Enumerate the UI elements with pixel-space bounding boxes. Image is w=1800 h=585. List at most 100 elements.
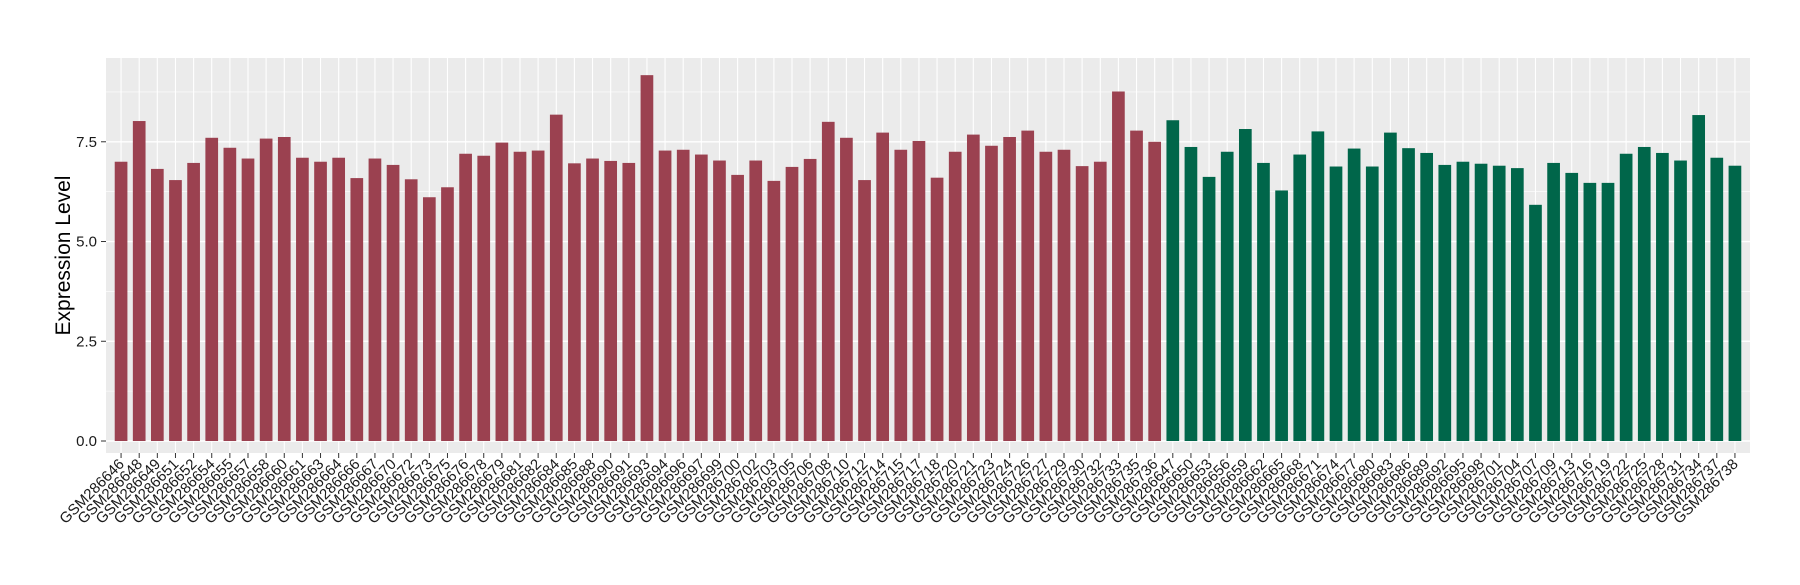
bar-gsm286702 — [749, 160, 763, 441]
bar-gsm286657 — [241, 158, 255, 441]
bar-gsm286700 — [731, 174, 744, 442]
bar-gsm286651 — [169, 180, 182, 442]
bar-gsm286724 — [1003, 136, 1016, 441]
bar-gsm286734 — [1692, 115, 1706, 442]
bar-gsm286721 — [966, 134, 980, 441]
bar-gsm286718 — [930, 177, 944, 441]
bar-gsm286709 — [1547, 162, 1560, 442]
bar-gsm286686 — [1402, 148, 1415, 441]
bar-gsm286696 — [676, 149, 690, 441]
bar-gsm286701 — [1492, 165, 1506, 441]
bar-gsm286654 — [205, 137, 219, 441]
bar-gsm286667 — [368, 158, 382, 441]
bar-gsm286692 — [1438, 164, 1452, 441]
bar-gsm286672 — [404, 179, 418, 442]
bar-gsm286726 — [1021, 130, 1035, 441]
bar-gsm286722 — [1619, 153, 1633, 441]
bar-gsm286688 — [586, 158, 599, 441]
bar-gsm286668 — [1293, 154, 1307, 441]
y-tick-label: 0.0 — [76, 433, 97, 450]
bar-gsm286715 — [894, 149, 908, 441]
bar-gsm286691 — [622, 162, 636, 442]
bar-gsm286706 — [803, 158, 817, 441]
bar-gsm286737 — [1710, 157, 1724, 442]
bar-gsm286682 — [531, 150, 545, 441]
bar-gsm286662 — [1257, 162, 1270, 442]
bar-gsm286652 — [187, 162, 200, 442]
bar-gsm286720 — [948, 151, 962, 442]
bar-gsm286712 — [858, 180, 871, 442]
y-axis-title: Expression Level — [52, 176, 75, 336]
bar-gsm286694 — [658, 150, 672, 441]
bar-gsm286710 — [840, 137, 853, 441]
bar-gsm286678 — [477, 155, 491, 441]
bar-gsm286727 — [1039, 151, 1053, 442]
y-tick-label: 7.5 — [76, 134, 97, 151]
bar-gsm286699 — [713, 160, 726, 441]
bar-gsm286656 — [1220, 151, 1234, 442]
bar-gsm286703 — [767, 180, 781, 442]
bar-gsm286713 — [1565, 172, 1579, 441]
bar-gsm286707 — [1529, 204, 1542, 441]
bar-gsm286653 — [1202, 176, 1216, 441]
bar-gsm286693 — [640, 75, 654, 441]
bar-gsm286731 — [1674, 160, 1687, 441]
bar-gsm286671 — [1311, 131, 1325, 442]
bar-gsm286664 — [332, 157, 346, 442]
bar-gsm286679 — [495, 142, 509, 441]
bar-gsm286649 — [150, 168, 164, 442]
bar-gsm286685 — [568, 163, 581, 441]
bar-gsm286675 — [441, 187, 454, 441]
bar-gsm286658 — [259, 138, 273, 441]
y-tick-label: 5.0 — [76, 234, 97, 251]
bar-gsm286647 — [1166, 120, 1180, 442]
bar-gsm286689 — [1420, 152, 1434, 441]
bar-gsm286661 — [296, 157, 309, 442]
bar-gsm286728 — [1656, 152, 1669, 441]
bar-gsm286659 — [1238, 129, 1252, 441]
bar-gsm286655 — [223, 147, 237, 441]
bar-gsm286670 — [386, 164, 400, 441]
bar-gsm286690 — [604, 160, 618, 441]
y-tick-label: 2.5 — [76, 333, 97, 350]
bar-gsm286680 — [1365, 166, 1379, 441]
bar-gsm286648 — [132, 121, 146, 442]
bar-gsm286716 — [1583, 182, 1597, 441]
x-axis: GSM286646GSM286648GSM286649GSM286651GSM2… — [56, 453, 1742, 527]
bar-gsm286698 — [1474, 163, 1488, 442]
bar-gsm286676 — [459, 153, 472, 441]
bar-gsm286725 — [1637, 146, 1651, 441]
bar-gsm286666 — [350, 178, 364, 441]
bar-gsm286705 — [785, 166, 799, 441]
bar-gsm286660 — [277, 136, 291, 441]
bar-gsm286736 — [1148, 141, 1162, 441]
bar-gsm286677 — [1347, 148, 1361, 441]
bar-gsm286708 — [821, 121, 835, 441]
bar-gsm286735 — [1130, 130, 1143, 441]
bar-gsm286650 — [1184, 146, 1198, 441]
bar-gsm286733 — [1112, 91, 1125, 441]
bar-gsm286723 — [985, 145, 998, 442]
bar-gsm286717 — [912, 140, 926, 441]
bar-gsm286714 — [876, 132, 890, 441]
bar-gsm286673 — [422, 197, 436, 441]
bar-gsm286729 — [1057, 149, 1071, 441]
bar-gsm286683 — [1384, 132, 1397, 441]
bar-gsm286646 — [114, 161, 128, 441]
bar-gsm286730 — [1075, 166, 1089, 441]
bar-gsm286665 — [1275, 190, 1288, 441]
bar-gsm286738 — [1728, 165, 1742, 441]
bar-gsm286681 — [513, 151, 527, 442]
bar-gsm286674 — [1329, 166, 1343, 441]
bars — [114, 75, 1742, 442]
bar-gsm286697 — [694, 154, 708, 441]
bar-gsm286732 — [1093, 161, 1107, 441]
bar-gsm286684 — [549, 114, 563, 441]
bar-gsm286704 — [1510, 168, 1524, 442]
y-axis: 0.0 2.5 5.0 7.5 — [76, 134, 106, 450]
bar-gsm286695 — [1456, 161, 1470, 441]
bar-gsm286719 — [1601, 182, 1615, 441]
bar-gsm286663 — [314, 161, 327, 441]
